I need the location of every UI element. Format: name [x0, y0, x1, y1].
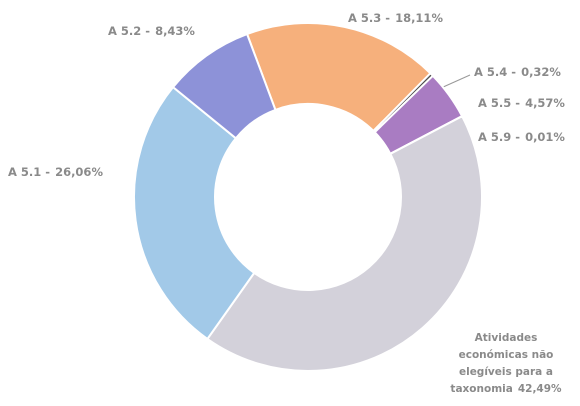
- donut-slice: [205, 114, 483, 372]
- slice-label: A 5.4 - 0,32%: [474, 65, 561, 79]
- value-label: 8,43%: [155, 24, 195, 38]
- value-label: 18,11%: [395, 11, 443, 25]
- category-label: A 5.4 -: [474, 65, 517, 79]
- slice-label: A 5.2 - 8,43%: [108, 24, 195, 38]
- category-label: Atividades económicas não elegíveis para…: [450, 332, 554, 395]
- category-label: A 5.9 -: [478, 130, 521, 144]
- value-label: 4,57%: [525, 96, 565, 110]
- donut-slice: [171, 32, 277, 140]
- slice-label: Atividades económicas não elegíveis para…: [440, 330, 572, 398]
- slice-label: A 5.3 - 18,11%: [348, 11, 443, 25]
- value-label: 26,06%: [55, 165, 103, 179]
- slice-label: A 5.9 - 0,01%: [478, 130, 565, 144]
- category-label: A 5.2 -: [108, 24, 151, 38]
- slice-label: A 5.1 - 26,06%: [8, 165, 103, 179]
- donut-slice: [133, 85, 256, 341]
- category-label: A 5.5 -: [478, 96, 521, 110]
- category-label: A 5.1 -: [8, 165, 51, 179]
- category-label: A 5.3 -: [348, 11, 391, 25]
- value-label: 0,01%: [525, 130, 565, 144]
- value-label: 42,49%: [517, 383, 562, 395]
- slice-label: A 5.5 - 4,57%: [478, 96, 565, 110]
- donut-slice: [245, 22, 432, 133]
- value-label: 0,32%: [521, 65, 561, 79]
